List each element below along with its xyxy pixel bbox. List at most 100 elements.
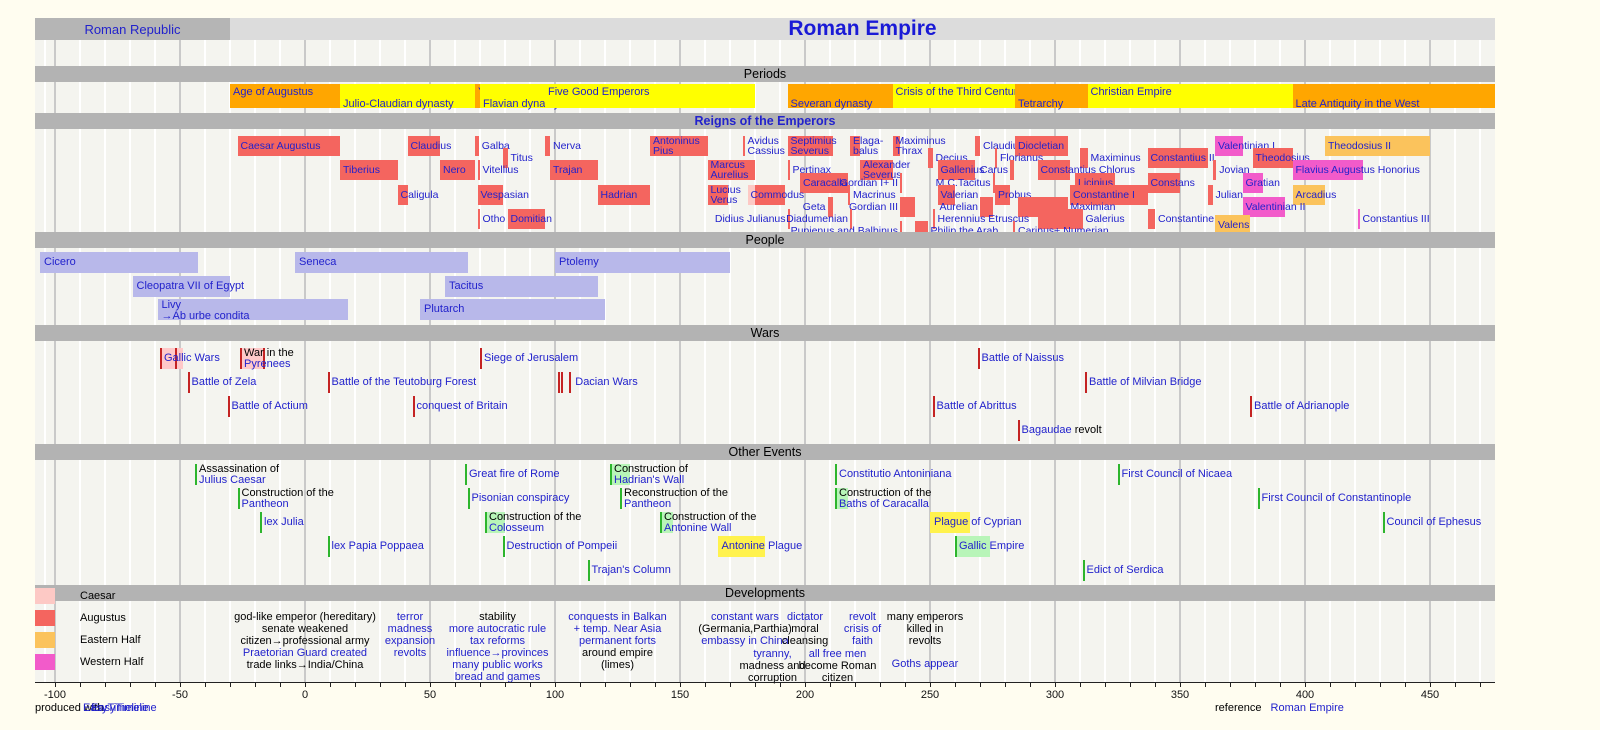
label-line: Antonine Plague bbox=[721, 540, 803, 552]
label-line: Claudius bbox=[410, 140, 452, 152]
axis-tick bbox=[1155, 683, 1156, 687]
axis-tick bbox=[205, 683, 206, 687]
emperor-bar bbox=[597, 184, 650, 205]
emperor-label: Jovian bbox=[1219, 165, 1249, 176]
label-line: Seneca bbox=[299, 256, 337, 268]
person-bar bbox=[157, 299, 348, 320]
axis-tick bbox=[830, 683, 831, 687]
war-marker bbox=[1085, 372, 1087, 393]
label-line: Constantine II bbox=[1158, 213, 1223, 226]
label-line: Gratian bbox=[1245, 176, 1280, 189]
label-line: trade links→India/China bbox=[246, 659, 364, 671]
axis-tick bbox=[555, 683, 556, 687]
produced-with-label: produced with bbox=[35, 702, 104, 714]
emperor-label: Gordian III bbox=[848, 201, 898, 213]
label-line: Maximinus bbox=[895, 135, 946, 147]
axis-tick bbox=[455, 683, 456, 687]
axis-tick bbox=[1130, 683, 1131, 687]
war-label: Battle of Zela bbox=[192, 377, 257, 388]
event-label: Construction of the Baths of Caracalla bbox=[839, 488, 931, 509]
axis-tick bbox=[680, 683, 681, 687]
war-marker bbox=[1250, 396, 1252, 417]
emperor-label: Pupienus and Balbinus bbox=[791, 226, 898, 237]
label-line: Tiberius bbox=[343, 164, 380, 177]
emperor-label: Constantius II bbox=[1150, 152, 1215, 165]
label-line: Gordian III bbox=[848, 201, 898, 213]
emperor-bar bbox=[1325, 136, 1430, 156]
war-label: Siege of Jerusalem bbox=[484, 353, 578, 364]
emperor-label: Antoninus Pius bbox=[653, 136, 700, 157]
emperor-bar bbox=[1292, 184, 1325, 205]
emperor-bar bbox=[477, 184, 503, 205]
emperor-bar bbox=[340, 160, 398, 181]
period-label: Crisis of the Third Century bbox=[895, 86, 1024, 98]
label-line: Battle of Adrianople bbox=[1254, 400, 1350, 412]
war-label: Battle of Abrittus bbox=[937, 401, 1017, 412]
label-line: Avidus bbox=[747, 135, 779, 147]
emperor-bar bbox=[1212, 160, 1217, 181]
emperor-label: Philip the Arab bbox=[931, 226, 999, 237]
emperor-bar bbox=[237, 136, 340, 156]
emperor-label: Constans bbox=[1151, 177, 1195, 188]
label-line: (limes) bbox=[600, 659, 634, 671]
person-label: Livy →Ab urbe condita bbox=[162, 300, 250, 321]
event-marker bbox=[620, 488, 622, 509]
emperor-bar bbox=[850, 136, 860, 156]
emperor-bar bbox=[1147, 172, 1180, 193]
period-label: Age of Augustus bbox=[233, 86, 314, 98]
axis-tick bbox=[355, 683, 356, 687]
label-line: Constantius II bbox=[1150, 152, 1215, 165]
label-line: Cassius bbox=[747, 145, 785, 157]
axis-tick bbox=[1455, 683, 1456, 687]
emperor-bar bbox=[975, 136, 980, 156]
axis-tick bbox=[1480, 683, 1481, 687]
event-label: lex Papia Poppaea bbox=[332, 541, 424, 552]
label-line: tax reforms bbox=[469, 635, 525, 647]
period-label: Late Antiquity in the West bbox=[1295, 98, 1420, 110]
label-line: Caracalla bbox=[803, 176, 848, 189]
easytimeline-link[interactable]: EasyTimeline bbox=[83, 702, 149, 714]
emperor-label: Diadumenian bbox=[786, 214, 848, 225]
event-marker bbox=[1117, 464, 1120, 485]
page-title[interactable]: Roman Empire bbox=[788, 17, 937, 40]
war-label: Battle of Milvian Bridge bbox=[1089, 377, 1202, 388]
emperor-bar bbox=[900, 172, 902, 193]
emperor-label: Marcus Aurelius bbox=[711, 160, 749, 181]
label-part: revolt bbox=[1071, 424, 1102, 436]
label-line: Council of Ephesus bbox=[1386, 516, 1482, 528]
legend-label: Western Half bbox=[80, 656, 144, 668]
label-line: Theodosius bbox=[1255, 152, 1310, 165]
event-period-box bbox=[835, 488, 848, 509]
axis-tick bbox=[955, 683, 956, 687]
label-line: moral bbox=[791, 623, 819, 635]
label-line: dictator bbox=[786, 611, 824, 623]
axis-tick bbox=[155, 683, 156, 687]
label-line: Claudius II bbox=[983, 140, 1033, 152]
emperor-label: Domitian bbox=[511, 214, 552, 225]
axis-tick bbox=[480, 683, 481, 687]
axis-tick bbox=[1030, 683, 1031, 687]
war-marker bbox=[561, 372, 564, 393]
label-line: Siege of Jerusalem bbox=[484, 352, 579, 364]
event-label: Plague of Cyprian bbox=[934, 517, 1021, 528]
period-label: Julio-Claudian dynasty bbox=[343, 98, 454, 110]
axis-tick bbox=[980, 683, 981, 687]
event-label: Destruction of Pompeii bbox=[507, 541, 618, 552]
label-line: Battle of Zela bbox=[191, 376, 257, 388]
emperor-bar bbox=[650, 136, 708, 156]
label-line: Decius bbox=[935, 152, 968, 165]
roman-republic-label[interactable]: Roman Republic bbox=[84, 21, 181, 37]
reference-roman-empire-link[interactable]: Roman Empire bbox=[1270, 702, 1344, 714]
period-bar bbox=[892, 84, 1015, 108]
emperor-bar bbox=[407, 136, 440, 156]
label-line: crisis of bbox=[843, 623, 882, 635]
emperor-label: Florianus bbox=[1000, 153, 1043, 164]
easytimeline-link-overlap[interactable]: EasyTimeline bbox=[91, 702, 157, 714]
emperor-bar bbox=[397, 184, 408, 205]
axis-tick bbox=[280, 683, 281, 687]
war-marker bbox=[1017, 420, 1020, 441]
emperor-bar bbox=[1080, 148, 1088, 169]
event-period-box bbox=[485, 512, 505, 533]
label-line: madness and bbox=[739, 660, 806, 672]
label-line: Titus bbox=[510, 152, 533, 165]
